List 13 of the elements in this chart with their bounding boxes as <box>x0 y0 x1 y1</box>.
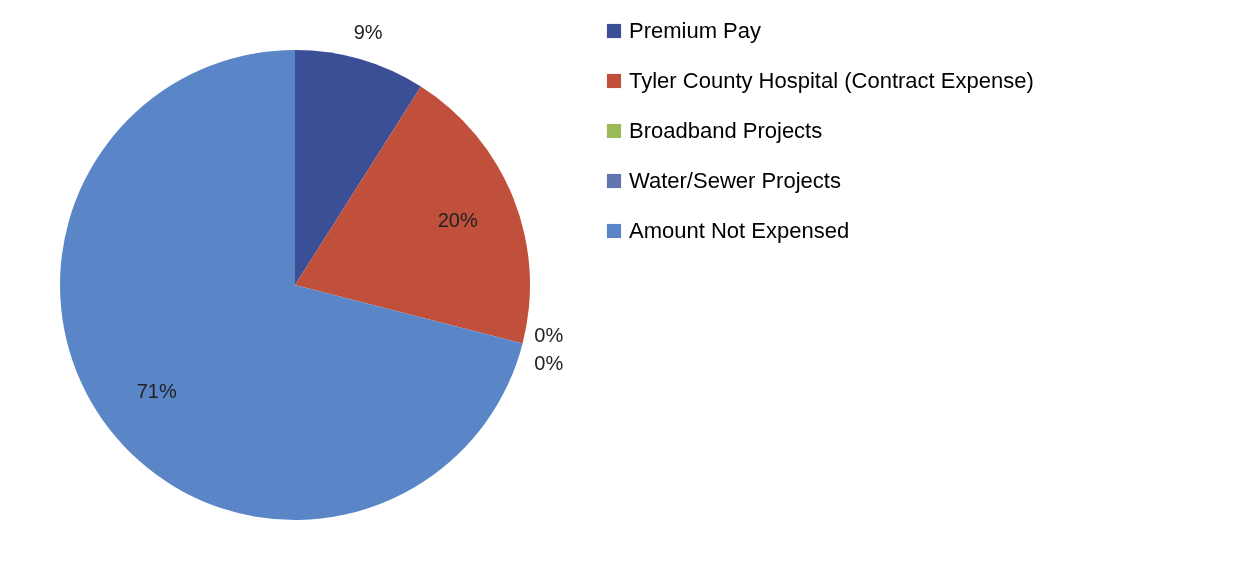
pie-slice <box>295 86 530 344</box>
data-label: 9% <box>353 21 383 44</box>
legend-label: Broadband Projects <box>629 118 823 143</box>
text: 0% <box>534 324 564 347</box>
pie-slice <box>60 50 523 520</box>
legend-label: Tyler County Hospital (Contract Expense) <box>629 68 1034 93</box>
legend-label: Water/Sewer Projects <box>629 168 841 193</box>
pie-slice <box>295 50 421 285</box>
text: 0% <box>534 352 564 375</box>
legend-label: Premium Pay <box>629 18 762 43</box>
data-label: 71% <box>136 380 177 403</box>
data-label: 20% <box>437 208 478 231</box>
legend-label: Amount Not Expensed <box>629 218 850 243</box>
